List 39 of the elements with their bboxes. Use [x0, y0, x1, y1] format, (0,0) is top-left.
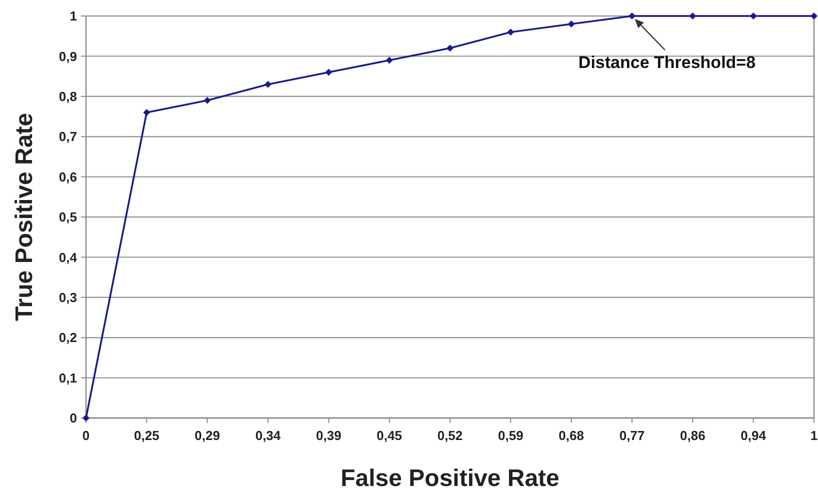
point	[143, 108, 150, 116]
point	[810, 12, 818, 20]
x-tick-label: 0,94	[740, 428, 767, 443]
x-tick-label: 0,86	[680, 428, 706, 443]
x-axis-title: False Positive Rate	[340, 465, 560, 492]
y-tick-label: 0,8	[58, 88, 77, 104]
y-tick-label: 1	[70, 8, 77, 24]
y-tick-label: 0,2	[58, 330, 77, 346]
point	[325, 68, 332, 76]
x-tick-label: 0,29	[194, 428, 220, 443]
y-tick-label: 0,5	[58, 210, 77, 225]
x-tick-label: 0	[82, 428, 90, 443]
point	[386, 56, 393, 64]
y-axis-title: True Positive Rate	[11, 112, 38, 322]
point	[264, 80, 272, 88]
y-tick-label: 0,6	[58, 169, 77, 184]
y-tick-label: 0	[70, 410, 77, 426]
y-tick-label: 0,7	[58, 129, 77, 144]
y-tick-label: 0,3	[58, 290, 77, 305]
point	[750, 12, 757, 20]
point	[204, 96, 211, 104]
point	[507, 28, 514, 36]
x-tick-label: 0,34	[255, 428, 282, 443]
y-tick-label: 0,4	[58, 250, 78, 265]
point	[689, 12, 696, 20]
point	[568, 20, 575, 28]
x-tick-label: 0,25	[134, 428, 160, 443]
y-tick-label: 0,9	[58, 48, 77, 64]
y-tick-label: 0,1	[58, 370, 77, 386]
x-tick-label: 0,45	[376, 428, 402, 443]
point	[628, 12, 636, 20]
x-tick-label: 1	[810, 428, 818, 443]
point	[446, 44, 454, 52]
x-tick-label: 0,52	[437, 428, 463, 443]
x-tick-label: 0,68	[558, 428, 584, 443]
x-tick-label: 0,39	[316, 428, 342, 443]
x-tick-label: 0,59	[498, 428, 524, 443]
annotation: Distance Threshold=8	[578, 53, 756, 72]
x-tick-label: 0,77	[619, 428, 645, 443]
